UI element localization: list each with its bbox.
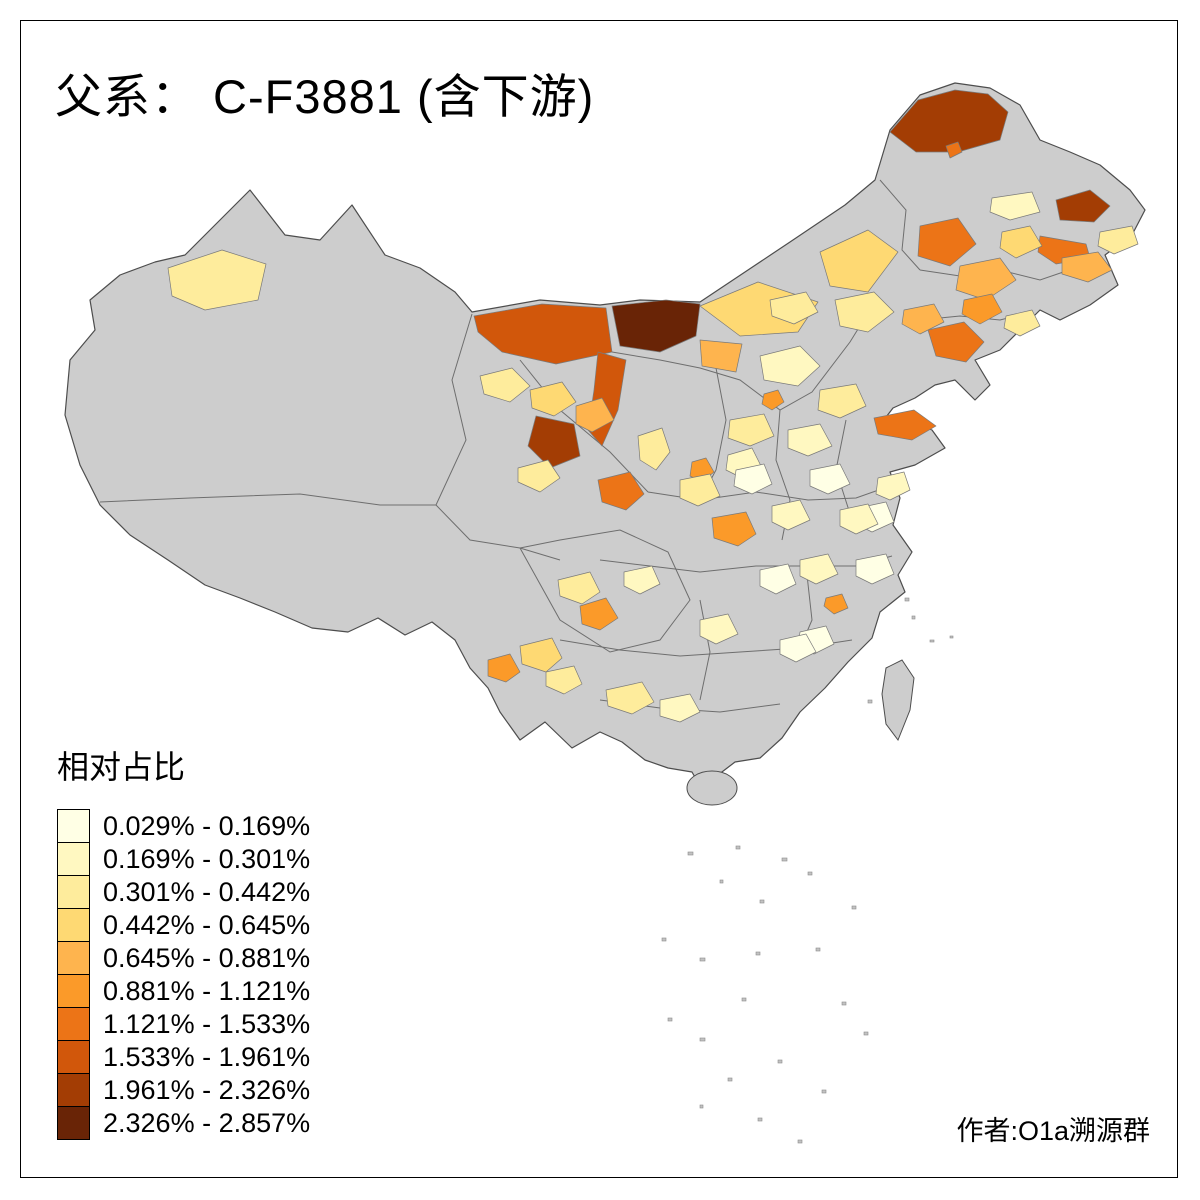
prefecture-region [779,633,817,663]
prefecture-region [839,503,879,535]
prefecture-region [1003,309,1041,337]
prefecture-region [597,471,645,511]
taiwan-island [881,659,915,742]
prefecture-region [527,415,581,469]
prefecture-region [955,257,1017,301]
prefecture-region [557,571,601,605]
prefecture-region [733,463,773,495]
prefecture-region [945,141,963,159]
legend-swatch [57,1007,90,1041]
prefecture-region [989,191,1041,221]
map-title: 父系： C-F3881 (含下游) [55,70,595,123]
prefecture-region [605,681,655,715]
prefecture-region [545,665,583,695]
prefecture-region [517,459,561,493]
legend-swatch [57,875,90,909]
legend-items: 0.029% - 0.169% 0.169% - 0.301% 0.301% -… [57,809,310,1140]
prefecture-region [611,299,701,353]
prefecture-region [999,225,1043,259]
legend-label: 0.645% - 0.881% [103,942,311,973]
legend-item: 0.301% - 0.442% [57,875,310,909]
hainan-island [686,770,738,806]
prefecture-region [473,303,613,365]
legend-label: 0.442% - 0.645% [103,909,311,940]
legend-label: 1.533% - 1.961% [103,1041,311,1072]
prefecture-region [487,653,521,683]
prefecture-region [727,413,775,447]
legend-swatch [57,842,90,876]
legend: 相对占比 0.029% - 0.169% 0.169% - 0.301% 0.3… [57,742,310,1140]
legend-label: 1.121% - 1.533% [103,1008,311,1039]
prefecture-region [961,293,1003,325]
prefecture-region [769,291,819,325]
legend-item: 0.881% - 1.121% [57,974,310,1008]
prefecture-region [759,563,797,595]
islands [686,659,915,806]
prefecture-region [901,303,945,335]
prefecture-region [1055,189,1111,223]
legend-label: 0.881% - 1.121% [103,975,311,1006]
legend-swatch [57,974,90,1008]
sea-islets [661,597,954,1144]
prefecture-region [623,565,661,595]
prefecture-region [519,637,563,673]
legend-item: 0.169% - 0.301% [57,842,310,876]
legend-swatch [57,809,90,843]
prefecture-region [479,367,531,403]
legend-label: 0.029% - 0.169% [103,810,311,841]
prefecture-region [787,423,833,457]
prefecture-region [1097,225,1139,255]
prefecture-region [799,553,839,585]
prefecture-region [711,511,757,547]
legend-swatch [57,1106,90,1140]
prefecture-region [823,593,849,615]
prefecture-region [699,339,743,373]
legend-swatch [57,908,90,942]
prefecture-region [637,427,671,471]
prefecture-region [699,613,739,645]
legend-label: 1.961% - 2.326% [103,1074,311,1105]
prefecture-region [873,409,937,441]
legend-label: 2.326% - 2.857% [103,1107,311,1138]
prefecture-region [834,291,895,333]
legend-label: 0.169% - 0.301% [103,843,311,874]
attribution: 作者:O1a溯源群 [956,1116,1150,1146]
prefecture-region [575,397,615,433]
prefecture-region [855,553,895,585]
prefecture-region [761,389,785,411]
prefecture-region [819,229,899,293]
legend-swatch [57,941,90,975]
prefecture-region [679,473,721,507]
legend-title: 相对占比 [57,749,186,785]
prefecture-region [579,597,619,631]
prefecture-region [809,463,851,495]
legend-item: 1.121% - 1.533% [57,1007,310,1041]
legend-item: 1.533% - 1.961% [57,1040,310,1074]
prefecture-region [927,321,985,363]
prefecture-region [889,89,1009,153]
legend-item: 1.961% - 2.326% [57,1073,310,1107]
legend-swatch [57,1073,90,1107]
prefecture-region [759,345,821,387]
prefecture-region [167,249,267,311]
legend-item: 2.326% - 2.857% [57,1106,310,1140]
colored-prefectures [167,89,1139,723]
prefecture-region [917,217,977,267]
legend-item: 0.442% - 0.645% [57,908,310,942]
prefecture-region [659,693,701,723]
prefecture-region [875,471,911,501]
prefecture-region [771,499,811,531]
legend-swatch [57,1040,90,1074]
legend-label: 0.301% - 0.442% [103,876,311,907]
legend-item: 0.029% - 0.169% [57,809,310,843]
prefecture-region [529,381,577,417]
prefecture-region [1061,251,1113,283]
prefecture-region [817,383,867,419]
legend-item: 0.645% - 0.881% [57,941,310,975]
